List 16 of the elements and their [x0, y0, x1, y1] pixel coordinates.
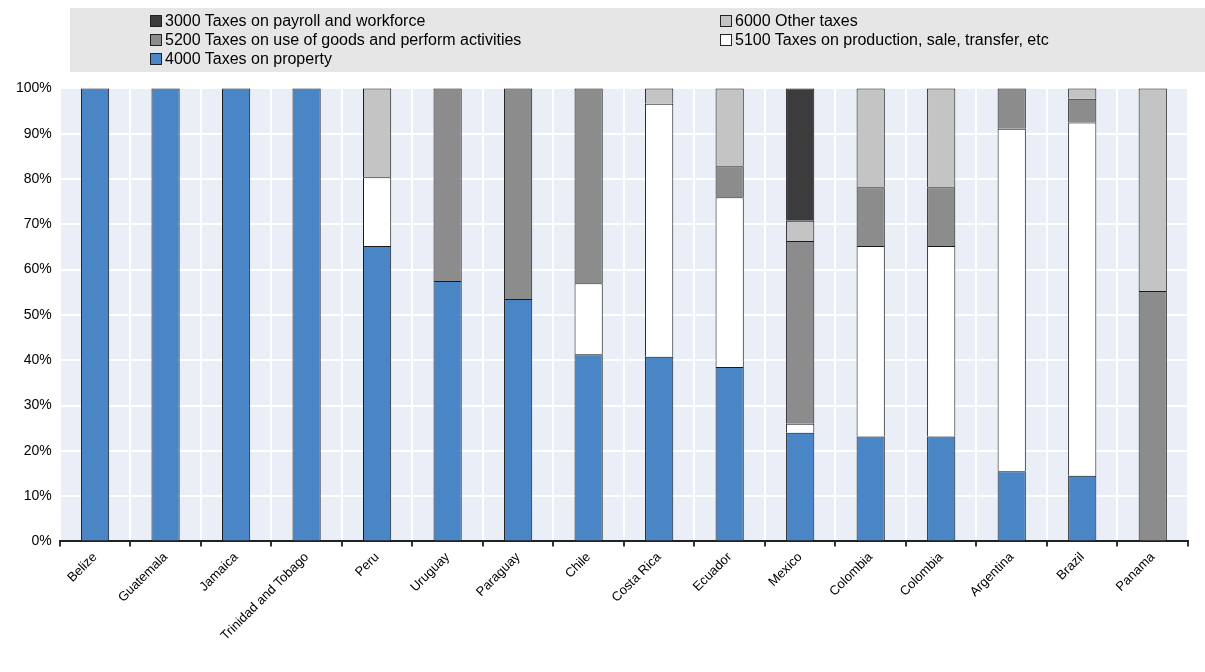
y-tick-label: 70%: [23, 215, 52, 232]
legend-label: 4000 Taxes on property: [165, 50, 332, 68]
legend-label: 5100 Taxes on production, sale, transfer, etc: [735, 31, 1049, 49]
y-tick-label: 90%: [23, 124, 52, 141]
y-tick-label: 40%: [23, 351, 52, 368]
y-tick-label: 20%: [23, 441, 52, 458]
legend-label: 3000 Taxes on payroll and workforce: [165, 12, 426, 30]
y-tick-label: 30%: [23, 396, 52, 413]
y-tick-label: 60%: [23, 260, 52, 277]
y-tick-label: 50%: [23, 305, 52, 322]
y-tick-label: 10%: [23, 487, 52, 504]
y-tick-label: 100%: [15, 79, 52, 96]
legend-label: 5200 Taxes on use of goods and perform activities: [165, 31, 522, 49]
y-tick-label: 0%: [31, 532, 52, 549]
y-tick-label: 80%: [23, 169, 52, 186]
legend-label: 6000 Other taxes: [735, 12, 858, 30]
